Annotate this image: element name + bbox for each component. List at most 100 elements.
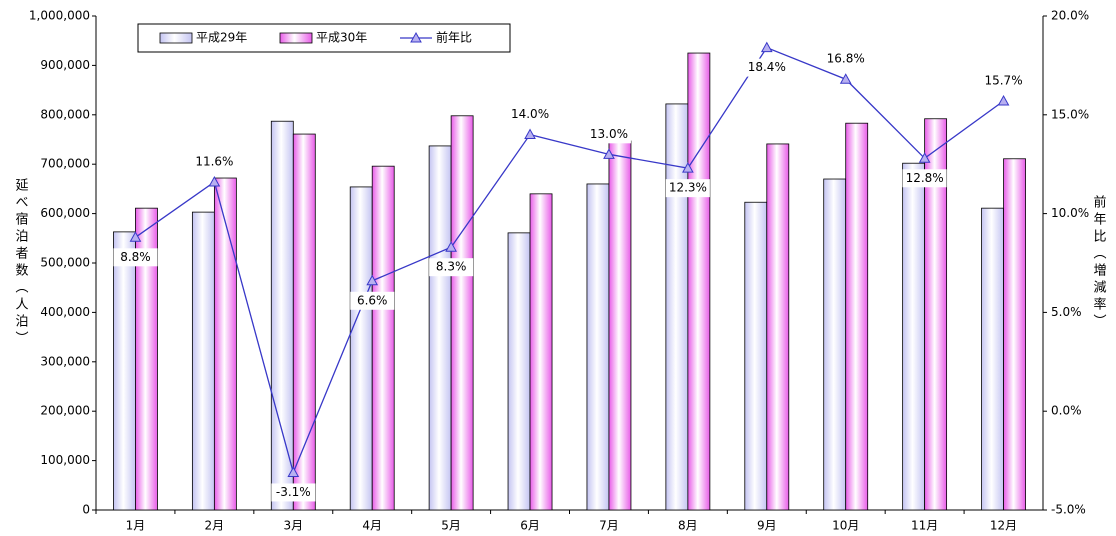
x-tick-label: 7月 xyxy=(599,519,619,533)
bar xyxy=(924,118,948,511)
data-label: 6.6% xyxy=(357,293,388,307)
label-bg xyxy=(508,105,553,124)
legend-swatch xyxy=(159,32,193,44)
marker xyxy=(839,73,852,84)
label-bg xyxy=(429,258,474,277)
bar xyxy=(191,211,215,511)
legend-label: 平成30年 xyxy=(316,31,367,45)
bar xyxy=(135,207,158,511)
bar xyxy=(586,183,610,511)
data-label: 18.4% xyxy=(748,60,786,74)
legend-label: 平成29年 xyxy=(196,31,247,45)
legend: 平成29年 平成30年 前年比 xyxy=(137,23,511,53)
bar xyxy=(823,178,847,511)
marker xyxy=(603,148,615,159)
label-bg xyxy=(271,483,316,502)
data-label: 8.3% xyxy=(436,260,467,274)
label-bg xyxy=(192,152,237,171)
x-tick-label: 3月 xyxy=(283,519,303,533)
bar xyxy=(744,201,768,511)
bar xyxy=(687,52,711,511)
label-bg xyxy=(902,169,947,188)
y-tick-label: 600,000 xyxy=(40,206,90,220)
marker xyxy=(682,162,694,173)
y2-tick-label: 20.0% xyxy=(1051,9,1089,23)
x-tick-label: 4月 xyxy=(362,519,382,533)
data-label: 11.6% xyxy=(195,154,233,168)
y-tick-label: 700,000 xyxy=(40,157,90,171)
y2-tick-label: 0.0% xyxy=(1051,404,1082,418)
x-tick-label: 10月 xyxy=(832,519,859,533)
bar xyxy=(981,207,1004,511)
bar xyxy=(349,186,373,511)
y2-axis-label: 前年比（増減率） xyxy=(1091,194,1107,331)
y-tick-label: 500,000 xyxy=(40,256,90,270)
label-bg xyxy=(113,248,158,267)
bar xyxy=(1003,158,1026,511)
label-bg xyxy=(350,291,395,310)
y-tick-label: 300,000 xyxy=(40,354,90,368)
data-label: 14.0% xyxy=(511,107,549,121)
legend-label: 前年比 xyxy=(436,30,472,45)
marker xyxy=(760,41,773,53)
y-tick-label: 900,000 xyxy=(40,58,90,72)
marker xyxy=(287,466,300,477)
bar xyxy=(845,122,869,511)
line xyxy=(135,46,1004,475)
data-label: -3.1% xyxy=(276,485,311,499)
x-tick-label: 11月 xyxy=(911,519,938,533)
marker xyxy=(918,152,931,163)
bar xyxy=(213,177,237,511)
y-tick-label: 1,000,000 xyxy=(29,9,90,23)
y-tick-label: 100,000 xyxy=(40,453,90,467)
bar xyxy=(766,143,790,511)
data-label: 13.0% xyxy=(590,127,628,141)
y-tick-label: 800,000 xyxy=(40,107,90,121)
y-tick-label: 0 xyxy=(82,503,90,517)
y2-tick-label: 15.0% xyxy=(1051,107,1089,121)
bar xyxy=(529,193,553,511)
x-tick-label: 12月 xyxy=(990,519,1017,533)
marker xyxy=(997,94,1010,106)
marker xyxy=(524,128,536,140)
marker xyxy=(129,231,142,242)
data-label: 8.8% xyxy=(120,250,151,264)
label-bg xyxy=(981,71,1026,90)
y-axis-label: 延べ宿泊者数（人泊） xyxy=(13,178,29,348)
bar xyxy=(113,231,136,511)
bar xyxy=(450,115,474,511)
x-tick-label: 6月 xyxy=(520,519,540,533)
label-bg xyxy=(823,50,868,69)
legend-swatch xyxy=(279,32,313,44)
y-tick-label: 200,000 xyxy=(40,404,90,418)
x-tick-label: 2月 xyxy=(205,519,225,533)
data-label: 16.8% xyxy=(827,52,865,66)
legend-marker xyxy=(410,31,422,43)
bar xyxy=(902,162,926,511)
marker xyxy=(366,274,379,286)
bar xyxy=(507,232,531,511)
x-tick-label: 5月 xyxy=(441,519,461,533)
data-label: 12.3% xyxy=(669,181,707,195)
x-tick-label: 9月 xyxy=(757,519,777,533)
y2-tick-label: 5.0% xyxy=(1051,305,1082,319)
legend-box xyxy=(137,23,511,53)
bar xyxy=(608,140,632,511)
bar xyxy=(270,120,294,511)
x-tick-label: 8月 xyxy=(678,519,698,533)
x-tick-label: 1月 xyxy=(126,519,146,533)
data-label: 15.7% xyxy=(984,73,1022,87)
bar xyxy=(428,145,452,511)
bar xyxy=(371,165,395,511)
marker xyxy=(445,241,457,252)
y-tick-label: 400,000 xyxy=(40,305,90,319)
label-bg xyxy=(665,179,710,198)
bar xyxy=(292,133,316,511)
data-label: 12.8% xyxy=(906,171,944,185)
y2-tick-label: 10.0% xyxy=(1051,206,1089,220)
y2-tick-label: -5.0% xyxy=(1051,503,1086,517)
label-bg xyxy=(744,58,789,77)
label-bg xyxy=(586,125,631,144)
marker xyxy=(208,175,221,187)
